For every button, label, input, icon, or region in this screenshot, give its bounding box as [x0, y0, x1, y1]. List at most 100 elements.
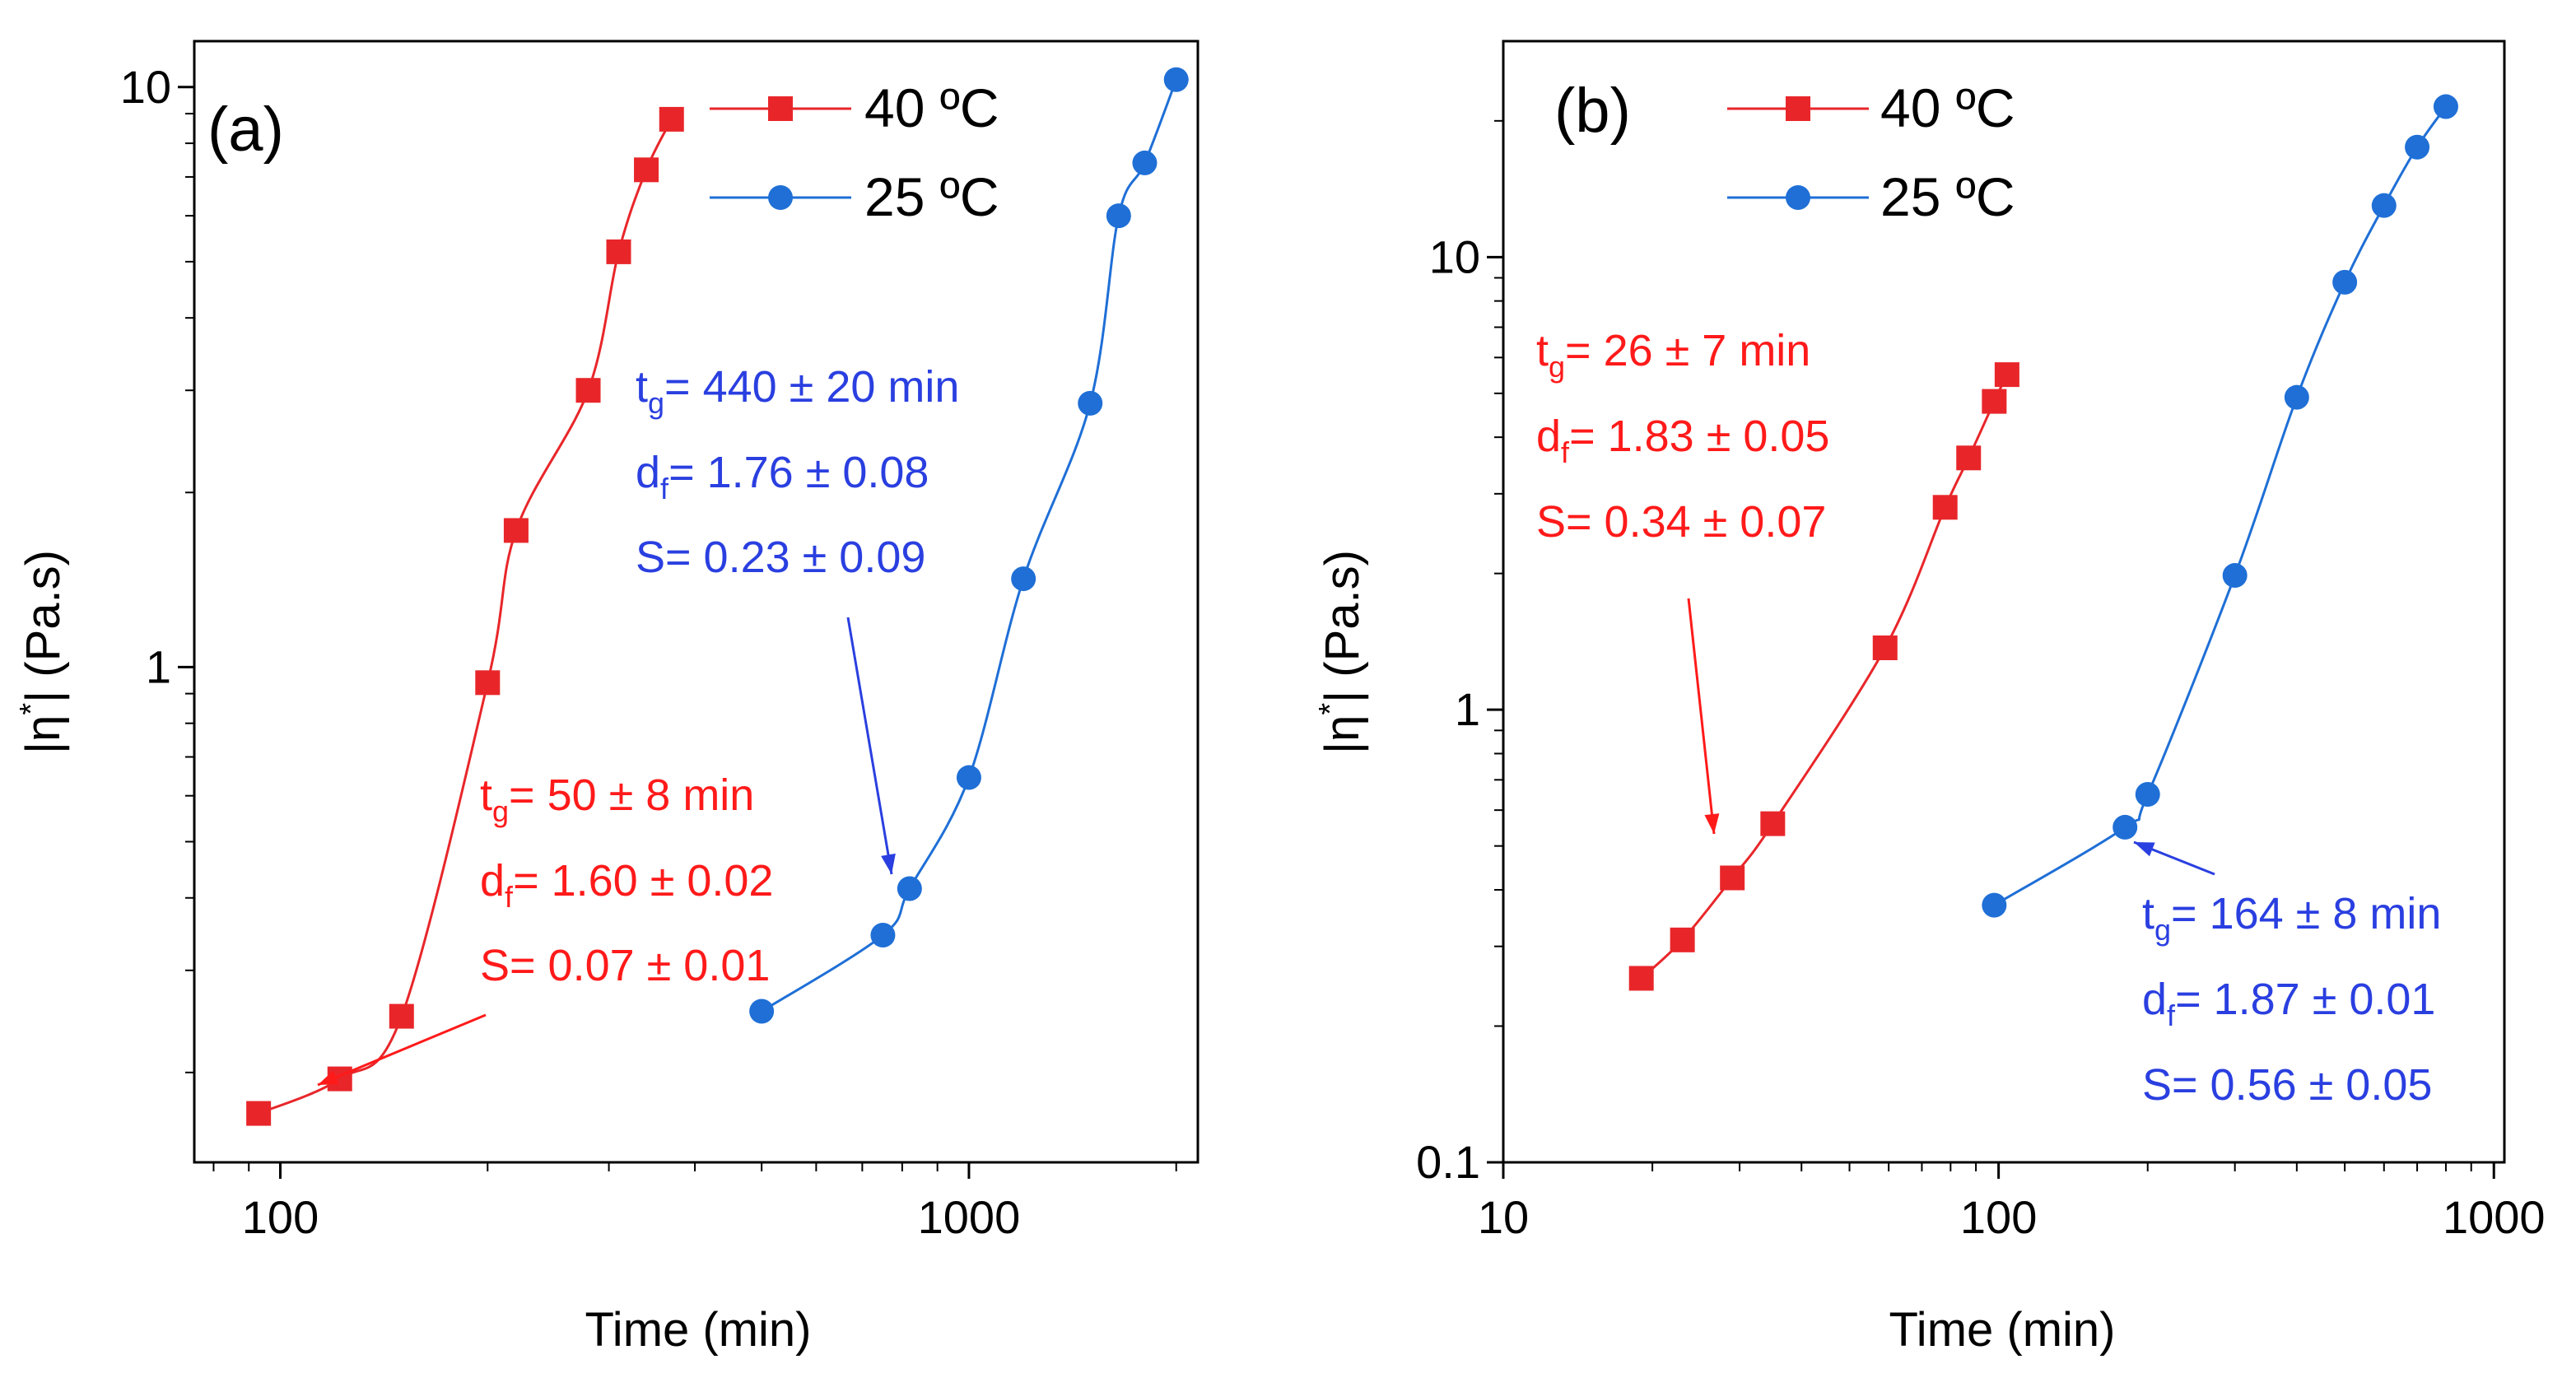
panel-a-frame [193, 40, 1199, 1164]
series-line-red [258, 119, 673, 1115]
data-point-square [1720, 865, 1745, 891]
ann-a-blue-df: df= 1.76 ± 0.08 [636, 448, 929, 505]
data-point-square [503, 518, 529, 543]
data-point-circle [749, 999, 775, 1024]
panel-b-legend: 40 ºC 25 ºC [1727, 77, 2015, 227]
data-point-circle [2113, 814, 2138, 840]
arrow-a-blue-head [881, 853, 896, 874]
ann-a-blue-tg: tg= 440 ± 20 min [636, 362, 959, 420]
y-tick-label: 1 [1455, 683, 1480, 735]
arrow-b-red [1687, 598, 1716, 835]
legend-a-red-marker [768, 96, 793, 121]
series-line-red [1640, 374, 2009, 980]
data-point-circle [956, 765, 981, 790]
panel-a-label: (a) [207, 95, 284, 165]
panel-b-ylabel-sup: * [1313, 703, 1348, 715]
legend-b-red-label: 40 ºC [1880, 77, 2015, 138]
panel-a-legend: 40 ºC 25 ºC [710, 77, 999, 227]
arrow-a-red [317, 1013, 487, 1087]
panel-a-ylabel-sup: * [14, 703, 49, 715]
data-point-square [1956, 445, 1982, 471]
x-tick-label: 1000 [918, 1191, 1021, 1243]
data-point-square [634, 157, 659, 183]
panel-b-ylabel: |η*| (Pa.s) [1313, 550, 1369, 754]
data-point-square [1760, 811, 1786, 836]
panel-a-annotation-red: tg= 50 ± 8 min df= 1.60 ± 0.02 S= 0.07 ±… [480, 770, 773, 990]
panel-b-ylabel-rest: | (Pa.s) [1316, 550, 1369, 703]
data-point-square [1932, 495, 1958, 520]
panel-a-ylabel-main: |η [16, 715, 70, 754]
data-point-square [389, 1003, 414, 1029]
ann-b-red-s: S= 0.34 ± 0.07 [1536, 497, 1826, 547]
data-point-circle [2222, 563, 2248, 589]
panel-a-annotation-blue: tg= 440 ± 20 min df= 1.76 ± 0.08 S= 0.23… [636, 362, 959, 582]
data-point-square [1994, 362, 2019, 388]
y-tick-label: 10 [120, 61, 171, 113]
data-point-square [246, 1101, 272, 1126]
panel-a-ticks: 100 1000 1 10 [120, 61, 1177, 1243]
panel-a-xlabel: Time (min) [585, 1303, 812, 1357]
panel-b-ylabel-main: |η [1316, 715, 1369, 754]
data-point-square [659, 106, 684, 132]
data-point-square [475, 670, 501, 696]
x-tick-label: 1000 [2443, 1191, 2546, 1243]
data-point-circle [897, 876, 922, 901]
data-point-circle [2135, 782, 2160, 808]
panel-a-ylabel-rest: | (Pa.s) [16, 550, 70, 703]
data-point-circle [1011, 566, 1036, 592]
data-point-circle [2405, 134, 2430, 160]
ann-b-blue-tg: tg= 164 ± 8 min [2142, 889, 2441, 947]
data-point-circle [2371, 193, 2397, 218]
arrow-a-red-head [318, 1070, 339, 1085]
data-point-square [606, 239, 631, 264]
panel-a-arrows [317, 617, 896, 1087]
panel-b-frame [1502, 40, 2506, 1164]
data-point-circle [2284, 384, 2309, 410]
panel-b-markers [1628, 94, 2458, 991]
panel-b: 10 100 1000 0.1 1 10 (b) 40 ºC 25 ºC Time (mi… [1313, 40, 2546, 1357]
ann-b-blue-s: S= 0.56 ± 0.05 [2142, 1060, 2432, 1110]
ann-b-blue-df: df= 1.87 ± 0.01 [2142, 975, 2435, 1032]
legend-b-red-marker [1786, 96, 1810, 121]
x-tick-label: 10 [1478, 1191, 1529, 1243]
x-tick-label: 100 [1960, 1191, 2037, 1243]
ann-b-red-tg: tg= 26 ± 7 min [1536, 326, 1810, 384]
legend-a-red-label: 40 ºC [864, 77, 999, 138]
panel-a: 100 1000 1 10 (a) 40 ºC 25 ºC Time (min) |η… [14, 40, 1199, 1357]
data-point-square [1982, 389, 2007, 414]
ann-a-red-s: S= 0.07 ± 0.01 [480, 941, 770, 990]
data-point-square [1872, 635, 1898, 660]
ann-b-red-df: df= 1.83 ± 0.05 [1536, 412, 1829, 469]
panel-a-markers [246, 67, 1189, 1126]
ann-a-red-tg: tg= 50 ± 8 min [480, 770, 754, 828]
y-tick-label: 1 [146, 640, 171, 692]
data-point-circle [1982, 892, 2007, 918]
data-point-circle [1106, 203, 1131, 229]
data-point-circle [870, 923, 896, 948]
panel-b-ticks: 10 100 1000 0.1 1 10 [1416, 119, 2546, 1243]
legend-a-blue-marker [768, 185, 793, 210]
legend-a-blue-label: 25 ºC [864, 166, 999, 227]
legend-b-blue-label: 25 ºC [1880, 166, 2015, 227]
data-point-square [1670, 927, 1695, 952]
y-tick-label: 10 [1429, 230, 1480, 282]
arrow-b-blue-head [2134, 842, 2155, 857]
data-point-square [575, 378, 601, 403]
panel-b-label: (b) [1554, 76, 1631, 146]
panel-b-annotation-blue: tg= 164 ± 8 min df= 1.87 ± 0.01 S= 0.56 … [2142, 889, 2441, 1110]
panel-b-arrows [1687, 598, 2215, 876]
data-point-circle [1132, 150, 1158, 175]
arrow-a-blue [846, 617, 893, 875]
ann-a-red-df: df= 1.60 ± 0.02 [480, 856, 773, 914]
data-point-circle [2332, 269, 2358, 295]
data-point-circle [2433, 94, 2458, 119]
data-point-square [1628, 966, 1654, 991]
panel-a-ylabel: |η*| (Pa.s) [14, 550, 70, 754]
data-point-circle [1163, 67, 1189, 92]
x-tick-label: 100 [242, 1191, 319, 1243]
ann-a-blue-s: S= 0.23 ± 0.09 [636, 533, 925, 582]
panel-b-annotation-red: tg= 26 ± 7 min df= 1.83 ± 0.05 S= 0.34 ±… [1536, 326, 1829, 547]
panel-b-xlabel: Time (min) [1889, 1303, 2116, 1357]
